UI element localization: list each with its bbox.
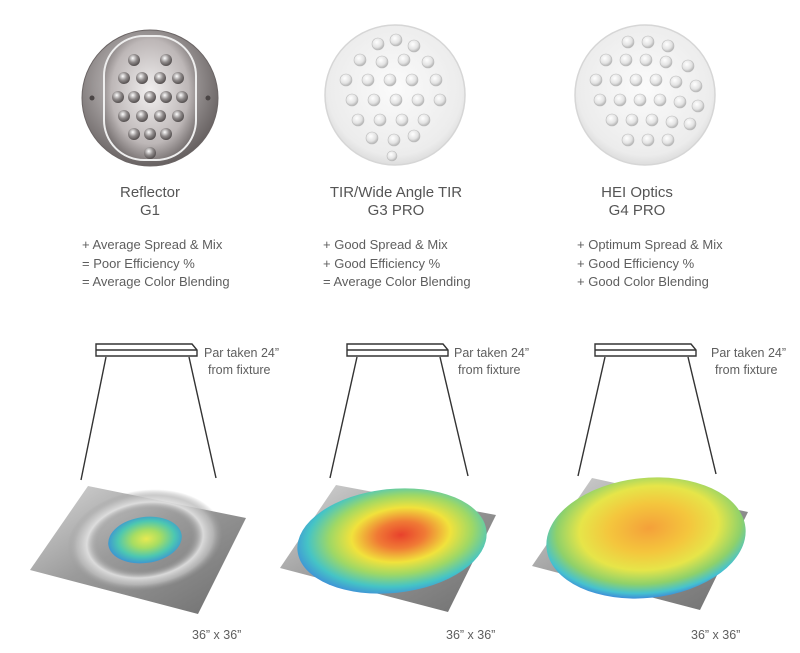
column-3-distance-line-1: Par taken 24”	[711, 346, 787, 360]
hei-optics-lens-image	[574, 24, 716, 166]
column-1-feature-3: = Average Color Blending	[82, 274, 230, 289]
column-1-feature-1: + Average Spread & Mix	[82, 237, 223, 252]
column-3-feature-3: + Good Color Blending	[577, 274, 709, 289]
column-2-feature-2: + Good Efficiency %	[323, 255, 441, 271]
fixture-diagram-1	[80, 343, 217, 481]
column-3-distance-line-2: from fixture	[715, 363, 778, 377]
column-3-area-label: 36” x 36”	[691, 628, 741, 642]
column-1-distance-line-1: Par taken 24”	[204, 346, 280, 360]
fixture-diagram-3	[577, 343, 717, 477]
column-1-subtitle: G1	[139, 202, 160, 219]
heatmap-1	[30, 486, 246, 614]
column-1-feature-2: = Poor Efficiency %	[82, 255, 195, 271]
fixture-diagram-2	[329, 343, 469, 479]
reflector-lens-image	[81, 29, 219, 167]
column-1-features: + Average Spread & Mix = Poor Efficiency…	[82, 236, 230, 292]
column-3-distance-note: Par taken 24” from fixture	[711, 345, 786, 379]
column-2-feature-1: + Good Spread & Mix	[323, 237, 448, 252]
column-1-title: Reflector	[119, 184, 181, 201]
column-3-title: HEI Optics	[601, 184, 673, 201]
column-2-distance-line-2: from fixture	[458, 363, 521, 377]
column-2-distance-line-1: Par taken 24”	[454, 346, 530, 360]
column-2-title: TIR/Wide Angle TIR	[329, 184, 463, 201]
column-2-subtitle: G3 PRO	[367, 202, 425, 219]
column-1-distance-line-2: from fixture	[208, 363, 271, 377]
heatmap-3	[532, 477, 748, 610]
column-1-distance-note: Par taken 24” from fixture	[204, 345, 279, 379]
column-3-feature-1: + Optimum Spread & Mix	[577, 237, 723, 252]
column-3-subtitle: G4 PRO	[608, 202, 666, 219]
column-2-area-label: 36” x 36”	[446, 628, 496, 642]
column-2-distance-note: Par taken 24” from fixture	[454, 345, 529, 379]
column-3-title-block: HEI Optics G4 PRO	[537, 184, 737, 220]
column-2-title-block: TIR/Wide Angle TIR G3 PRO	[296, 184, 496, 220]
tir-lens-image	[324, 24, 466, 166]
column-1-title-block: Reflector G1	[50, 184, 250, 220]
column-2-features: + Good Spread & Mix + Good Efficiency % …	[323, 236, 471, 292]
column-1-area-label: 36” x 36”	[192, 628, 242, 642]
heatmap-2	[280, 485, 496, 612]
column-3-feature-2: + Good Efficiency %	[577, 255, 695, 271]
column-2-feature-3: = Average Color Blending	[323, 274, 471, 289]
column-3-features: + Optimum Spread & Mix + Good Efficiency…	[577, 236, 723, 292]
